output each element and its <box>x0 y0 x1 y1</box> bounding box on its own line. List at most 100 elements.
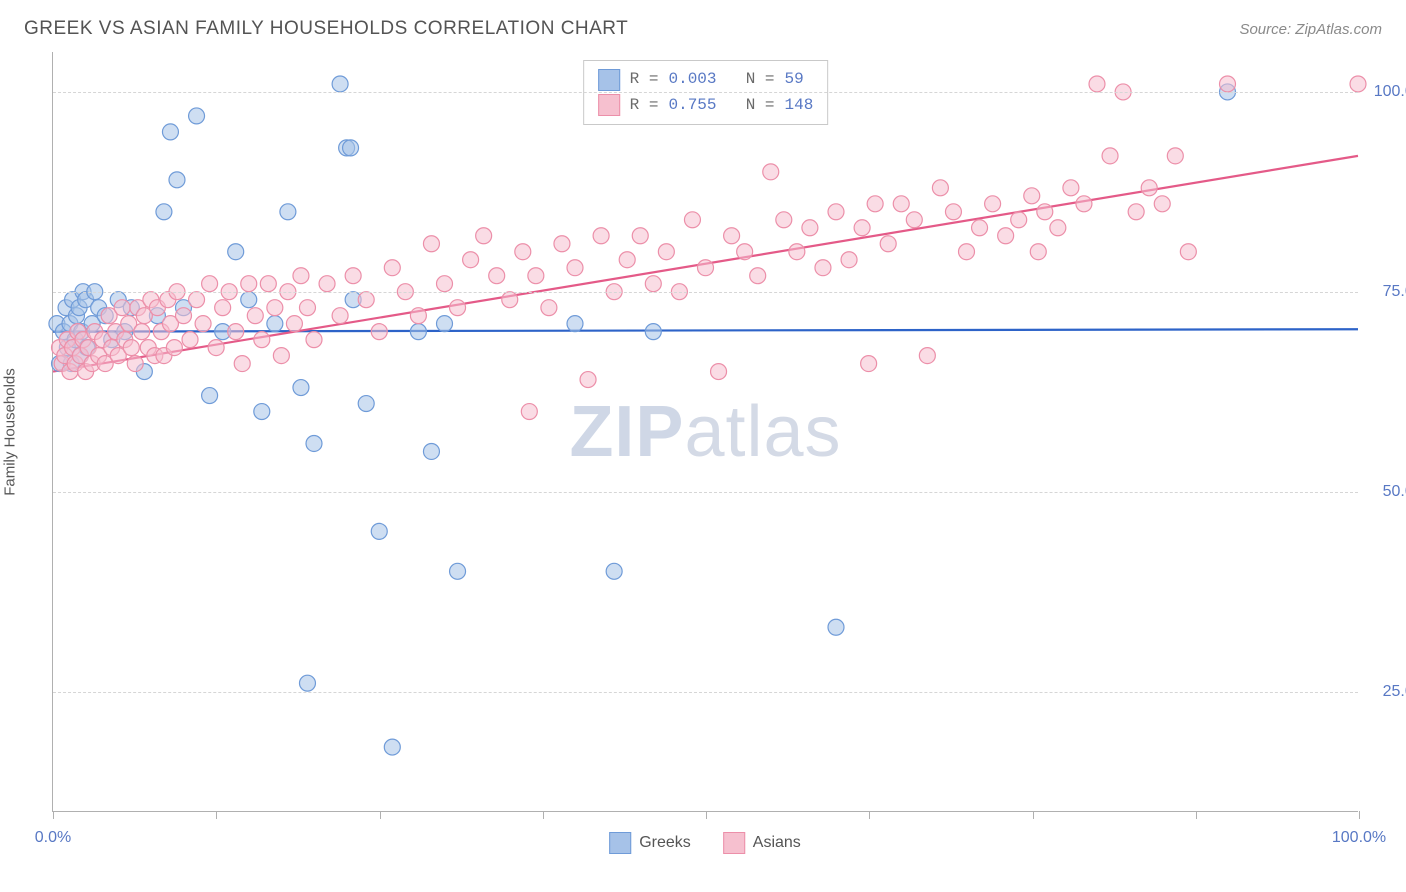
data-point <box>371 324 387 340</box>
data-point <box>189 108 205 124</box>
data-point <box>1024 188 1040 204</box>
data-point <box>189 292 205 308</box>
data-point <box>1350 76 1366 92</box>
data-point <box>1050 220 1066 236</box>
x-tick-label: 100.0% <box>1332 829 1386 847</box>
data-point <box>645 324 661 340</box>
data-point <box>528 268 544 284</box>
legend-swatch <box>609 832 631 854</box>
data-point <box>554 236 570 252</box>
data-point <box>476 228 492 244</box>
legend-stats-row: R =0.755 N =148 <box>598 93 814 119</box>
x-tick <box>543 811 544 819</box>
data-point <box>134 324 150 340</box>
data-point <box>306 332 322 348</box>
data-point <box>1076 196 1092 212</box>
data-point <box>880 236 896 252</box>
data-point <box>606 563 622 579</box>
data-point <box>343 140 359 156</box>
stat-n-label: N = <box>727 67 775 93</box>
data-point <box>502 292 518 308</box>
stat-r-value: 0.755 <box>668 93 716 119</box>
data-point <box>202 388 218 404</box>
data-point <box>182 332 198 348</box>
data-point <box>861 356 877 372</box>
stat-r-value: 0.003 <box>668 67 716 93</box>
data-point <box>1180 244 1196 260</box>
data-point <box>299 675 315 691</box>
x-tick <box>1196 811 1197 819</box>
legend-label: Greeks <box>639 834 691 852</box>
data-point <box>358 292 374 308</box>
data-point <box>711 364 727 380</box>
data-point <box>959 244 975 260</box>
data-point <box>384 739 400 755</box>
y-axis-title: Family Households <box>2 368 19 496</box>
chart-title: GREEK VS ASIAN FAMILY HOUSEHOLDS CORRELA… <box>24 18 628 40</box>
x-tick <box>53 811 54 819</box>
data-point <box>241 292 257 308</box>
data-point <box>1089 76 1105 92</box>
data-point <box>828 619 844 635</box>
legend-item: Asians <box>723 832 801 854</box>
data-point <box>410 324 426 340</box>
x-tick-label: 0.0% <box>35 829 71 847</box>
data-point <box>195 316 211 332</box>
data-point <box>972 220 988 236</box>
data-point <box>273 348 289 364</box>
data-point <box>893 196 909 212</box>
data-point <box>567 316 583 332</box>
data-point <box>410 308 426 324</box>
data-point <box>123 340 139 356</box>
data-point <box>319 276 335 292</box>
x-tick <box>380 811 381 819</box>
data-point <box>763 164 779 180</box>
legend-stats-row: R =0.003 N = 59 <box>598 67 814 93</box>
data-point <box>254 404 270 420</box>
data-point <box>593 228 609 244</box>
data-point <box>789 244 805 260</box>
data-point <box>267 300 283 316</box>
data-point <box>854 220 870 236</box>
gridline <box>53 492 1358 493</box>
data-point <box>114 300 130 316</box>
y-tick-label: 75.0% <box>1368 283 1406 301</box>
data-point <box>945 204 961 220</box>
data-point <box>260 276 276 292</box>
data-point <box>463 252 479 268</box>
gridline <box>53 92 1358 93</box>
data-point <box>280 204 296 220</box>
data-point <box>932 180 948 196</box>
data-point <box>423 443 439 459</box>
data-point <box>267 316 283 332</box>
data-point <box>169 172 185 188</box>
data-point <box>521 404 537 420</box>
data-point <box>208 340 224 356</box>
data-point <box>867 196 883 212</box>
data-point <box>306 435 322 451</box>
stat-n-value: 148 <box>785 93 814 119</box>
data-point <box>1030 244 1046 260</box>
data-point <box>750 268 766 284</box>
legend-label: Asians <box>753 834 801 852</box>
stat-r-label: R = <box>630 67 659 93</box>
plot-container: ZIPatlas R =0.003 N = 59R =0.755 N =148 … <box>52 52 1358 812</box>
data-point <box>658 244 674 260</box>
regression-line <box>53 329 1358 331</box>
data-point <box>332 308 348 324</box>
data-point <box>698 260 714 276</box>
data-point <box>828 204 844 220</box>
data-point <box>299 300 315 316</box>
data-point <box>234 356 250 372</box>
data-point <box>919 348 935 364</box>
data-point <box>293 268 309 284</box>
x-tick <box>1033 811 1034 819</box>
data-point <box>998 228 1014 244</box>
data-point <box>724 228 740 244</box>
data-point <box>737 244 753 260</box>
data-point <box>645 276 661 292</box>
data-point <box>580 372 596 388</box>
gridline <box>53 292 1358 293</box>
data-point <box>202 276 218 292</box>
data-point <box>166 340 182 356</box>
